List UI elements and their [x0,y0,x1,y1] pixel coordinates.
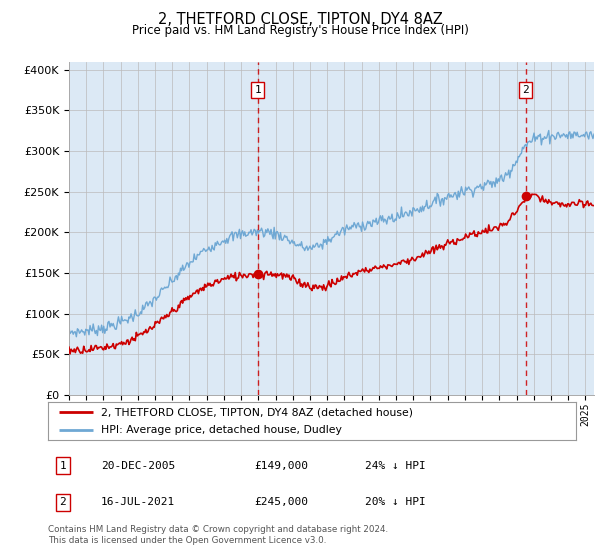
Text: 20% ↓ HPI: 20% ↓ HPI [365,497,425,507]
Text: 16-JUL-2021: 16-JUL-2021 [101,497,175,507]
Text: 2, THETFORD CLOSE, TIPTON, DY4 8AZ: 2, THETFORD CLOSE, TIPTON, DY4 8AZ [158,12,442,27]
Text: Contains HM Land Registry data © Crown copyright and database right 2024.
This d: Contains HM Land Registry data © Crown c… [48,525,388,545]
Text: HPI: Average price, detached house, Dudley: HPI: Average price, detached house, Dudl… [101,425,341,435]
Text: 1: 1 [59,461,66,470]
Text: 1: 1 [254,85,261,95]
Text: Price paid vs. HM Land Registry's House Price Index (HPI): Price paid vs. HM Land Registry's House … [131,24,469,36]
Text: 2: 2 [523,85,529,95]
Text: 20-DEC-2005: 20-DEC-2005 [101,461,175,470]
Text: £245,000: £245,000 [254,497,308,507]
Text: £149,000: £149,000 [254,461,308,470]
Text: 2, THETFORD CLOSE, TIPTON, DY4 8AZ (detached house): 2, THETFORD CLOSE, TIPTON, DY4 8AZ (deta… [101,407,413,417]
Text: 2: 2 [59,497,66,507]
Text: 24% ↓ HPI: 24% ↓ HPI [365,461,425,470]
